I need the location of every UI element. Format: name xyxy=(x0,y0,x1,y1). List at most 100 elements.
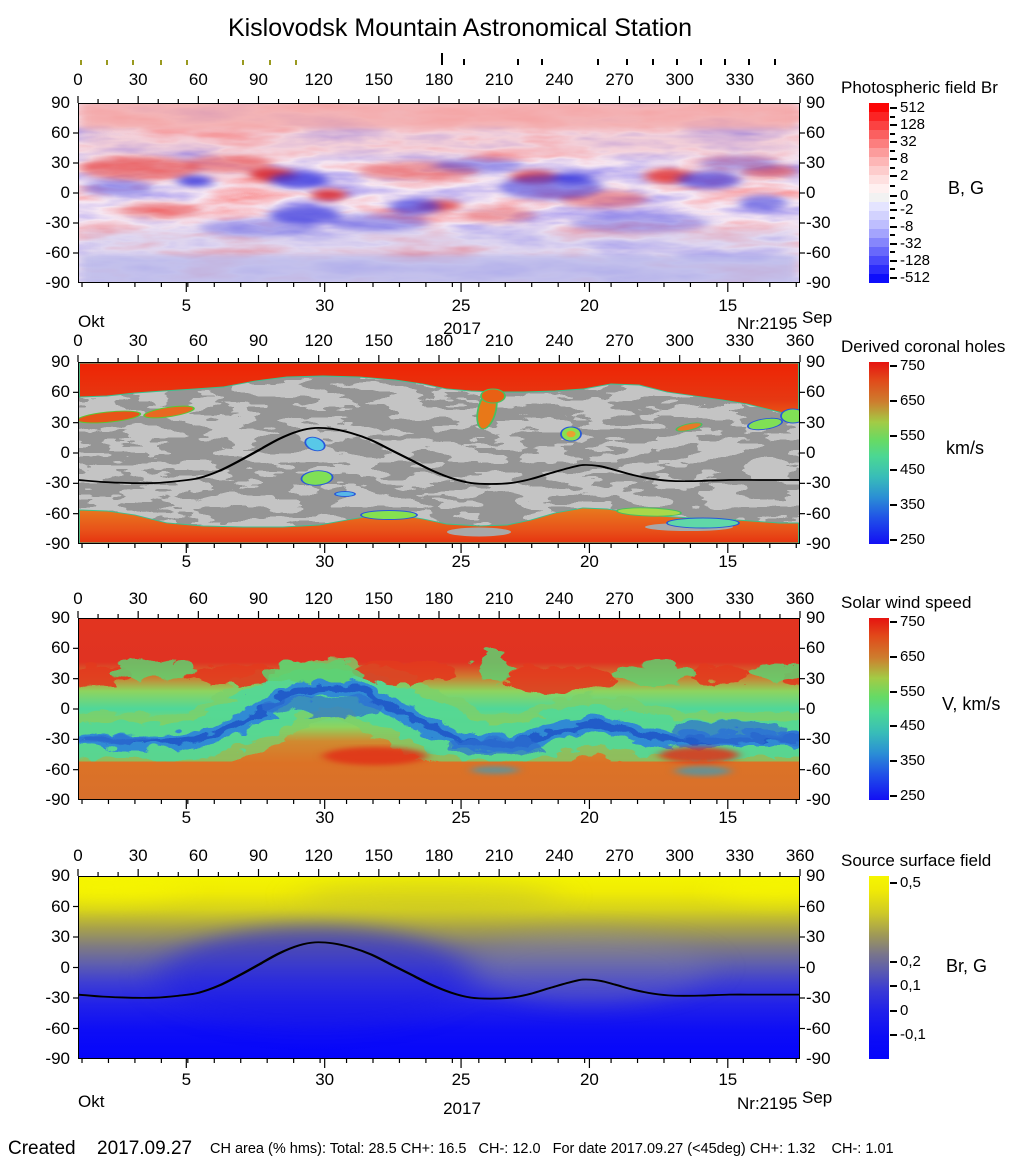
lat-axis-label-left-photospheric: -60 xyxy=(45,243,70,262)
lat-axis-label-right-photospheric: 0 xyxy=(806,183,816,202)
panel-map-photospheric xyxy=(78,103,800,283)
colorbar-tick-wind-speed xyxy=(890,725,897,728)
lat-axis-label-right-photospheric: 60 xyxy=(806,123,825,142)
lat-axis-label-left-photospheric: 90 xyxy=(51,93,70,112)
colorbar-tick-photospheric xyxy=(890,208,897,211)
lon-axis-label-photospheric: 0 xyxy=(73,70,83,89)
colorbar-tick-source-surface xyxy=(890,1034,897,1037)
colorbar-tick-wind-speed xyxy=(890,655,897,658)
lat-axis-label-right-coronal-holes: -60 xyxy=(806,503,831,523)
colorbar-tick-coronal-holes xyxy=(890,364,897,367)
observation-day-tick-olive xyxy=(106,60,109,65)
lat-axis-label-left-coronal-holes: -90 xyxy=(45,534,70,553)
created-date: 2017.09.27 xyxy=(97,1138,193,1159)
lat-axis-label-left-source-surface: -60 xyxy=(45,1018,70,1038)
rotation-number-label: Nr:2195 xyxy=(737,1094,798,1113)
lon-axis-label-coronal-holes: 360 xyxy=(785,331,815,350)
observation-day-tick xyxy=(747,59,750,65)
colorbar-minor-tick-photospheric xyxy=(890,217,895,220)
lat-axis-label-left-source-surface: 30 xyxy=(51,927,70,946)
ch-area-stats: CH area (% hms): Total: 28.5 CH+: 16.5 C… xyxy=(210,1141,894,1157)
observation-day-tick-olive xyxy=(160,60,163,65)
lon-axis-label-photospheric: 270 xyxy=(605,70,634,89)
lat-axis-label-right-photospheric: 30 xyxy=(806,153,825,172)
lat-axis-label-left-wind-speed: -60 xyxy=(45,759,70,779)
figure-title: Kislovodsk Mountain Astronomical Station xyxy=(227,14,693,42)
observation-day-tick-olive xyxy=(80,60,82,65)
colorbar-tick-label-wind-speed: 250 xyxy=(900,787,926,805)
colorbar-tick-label-coronal-holes: 250 xyxy=(900,531,926,549)
lat-axis-label-left-photospheric: 30 xyxy=(51,153,70,172)
lat-axis-label-right-coronal-holes: 0 xyxy=(806,443,816,462)
date-label-wind-speed: 5 xyxy=(181,808,192,827)
colorbar-tick-label-source-surface: -0,1 xyxy=(900,1026,926,1044)
lat-axis-label-right-coronal-holes: 30 xyxy=(806,412,825,432)
colorbar-tick-label-photospheric: -128 xyxy=(900,251,931,269)
lat-axis-label-left-photospheric: 0 xyxy=(60,183,70,202)
date-label-source-surface: 25 xyxy=(451,1070,471,1089)
observation-day-tick xyxy=(723,59,726,65)
colorbar-title-source-surface: Source surface field xyxy=(841,851,992,870)
lon-axis-label-source-surface: 30 xyxy=(128,846,148,865)
lat-axis-label-left-coronal-holes: 90 xyxy=(51,352,70,371)
colorbar-minor-tick-photospheric xyxy=(890,115,895,118)
date-label-coronal-holes: 20 xyxy=(579,552,599,571)
colorbar-tick-label-photospheric: 512 xyxy=(900,99,926,117)
lat-axis-label-left-coronal-holes: -60 xyxy=(45,503,70,523)
colorbar-tick-source-surface xyxy=(890,882,897,885)
date-label-coronal-holes: 15 xyxy=(718,552,738,571)
colorbar-tick-label-coronal-holes: 550 xyxy=(900,426,926,444)
colorbar-title-photospheric: Photospheric field Br xyxy=(841,78,998,97)
colorbar-tick-photospheric xyxy=(890,194,897,197)
date-label-coronal-holes: 25 xyxy=(451,552,471,571)
colorbar-tick-source-surface xyxy=(890,984,897,987)
colorbar-tick-wind-speed xyxy=(890,760,897,763)
lat-axis-label-left-source-surface: 0 xyxy=(60,957,70,977)
panel-map-source-surface xyxy=(78,876,800,1059)
lon-axis-label-photospheric: 150 xyxy=(364,70,394,89)
date-label-wind-speed: 30 xyxy=(315,808,335,827)
lon-axis-label-wind-speed: 120 xyxy=(304,589,333,608)
colorbar-minor-tick-photospheric xyxy=(890,149,895,152)
lat-axis-label-left-coronal-holes: 30 xyxy=(51,412,70,432)
panel-map-wind-speed xyxy=(78,618,800,800)
lon-axis-label-coronal-holes: 210 xyxy=(484,331,514,350)
date-label-photospheric: 15 xyxy=(718,296,738,315)
lon-axis-label-photospheric: 30 xyxy=(128,70,148,89)
observation-day-tick xyxy=(541,59,544,65)
lat-axis-label-left-source-surface: -90 xyxy=(45,1049,70,1068)
lon-axis-label-wind-speed: 180 xyxy=(424,589,454,608)
colorbar-unit-source-surface: Br, G xyxy=(946,956,988,976)
lon-axis-label-photospheric: 300 xyxy=(665,70,694,89)
lon-axis-label-source-surface: 270 xyxy=(605,846,634,865)
lon-axis-label-coronal-holes: 0 xyxy=(73,331,83,350)
rotation-number-label: Nr:2195 xyxy=(737,314,798,333)
lon-axis-label-source-surface: 0 xyxy=(73,846,83,865)
colorbar-tick-label-photospheric: -512 xyxy=(900,268,931,286)
lat-axis-label-right-wind-speed: -30 xyxy=(806,729,831,749)
lat-axis-label-right-wind-speed: 60 xyxy=(806,638,825,658)
lat-axis-label-right-wind-speed: 0 xyxy=(806,699,816,718)
colorbar-tick-label-photospheric: 128 xyxy=(900,116,926,134)
observation-day-tick-tall xyxy=(441,53,443,65)
date-label-source-surface: 20 xyxy=(579,1070,599,1089)
lon-axis-label-source-surface: 180 xyxy=(424,846,454,865)
colorbar-tick-photospheric xyxy=(890,276,897,279)
date-label-source-surface: 30 xyxy=(315,1070,335,1089)
colorbar-tick-label-source-surface: 0,1 xyxy=(900,976,921,994)
observation-day-tick-olive xyxy=(186,60,189,65)
lat-axis-label-right-photospheric: -60 xyxy=(806,243,831,262)
observation-day-tick xyxy=(675,59,678,65)
colorbar-title-wind-speed: Solar wind speed xyxy=(841,593,972,612)
colorbar-tick-coronal-holes xyxy=(890,539,897,542)
observation-day-tick-olive xyxy=(242,60,245,65)
lon-axis-label-coronal-holes: 180 xyxy=(424,331,454,350)
observation-day-tick xyxy=(597,59,600,65)
observation-day-tick xyxy=(651,59,654,65)
colorbar-tick-coronal-holes xyxy=(890,469,897,472)
month-label-left: Okt xyxy=(78,1092,105,1111)
lat-axis-label-right-coronal-holes: -30 xyxy=(806,473,831,493)
lat-axis-label-right-wind-speed: -60 xyxy=(806,759,831,779)
colorbar-minor-tick-photospheric xyxy=(890,166,895,169)
colorbar-tick-label-wind-speed: 450 xyxy=(900,717,926,735)
